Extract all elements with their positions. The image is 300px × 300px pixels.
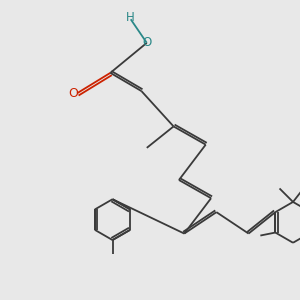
Text: H: H — [126, 11, 135, 24]
Text: O: O — [69, 87, 79, 100]
Text: O: O — [142, 36, 152, 50]
